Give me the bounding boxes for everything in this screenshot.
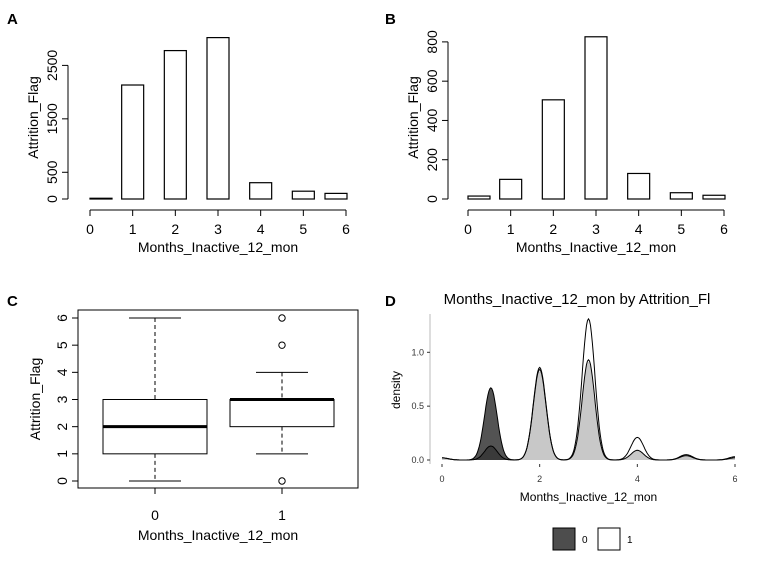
legend-swatch-0 xyxy=(552,527,576,551)
y-tick-label: 500 xyxy=(44,160,60,184)
bar-b-4 xyxy=(627,172,651,200)
x-tick-label: 6 xyxy=(342,221,350,237)
bar-a-1 xyxy=(121,84,145,200)
x-tick-label: 2 xyxy=(537,474,542,484)
bar-a-6 xyxy=(324,192,348,200)
x-tick-label: 4 xyxy=(635,474,640,484)
bar-b-0 xyxy=(467,195,491,200)
bar-b-6 xyxy=(702,194,726,200)
x-tick-label: 5 xyxy=(299,221,307,237)
box-1 xyxy=(229,399,335,428)
x-axis-title: Months_Inactive_12_mon xyxy=(520,490,657,504)
y-tick-label: 0.0 xyxy=(411,455,424,465)
y-tick-label: 200 xyxy=(424,148,440,172)
y-axis-title: Attrition_Flag xyxy=(405,76,421,158)
y-tick-label: 4 xyxy=(54,368,70,376)
x-axis-title: Months_Inactive_12_mon xyxy=(516,239,676,255)
y-tick-label: 600 xyxy=(424,69,440,93)
x-axis-title: Months_Inactive_12_mon xyxy=(138,527,298,543)
x-tick-label: 3 xyxy=(592,221,600,237)
density-line-series-0 xyxy=(441,359,736,461)
y-tick-label: 0 xyxy=(424,195,440,203)
bar-a-2 xyxy=(163,49,187,200)
panel-label-c: C xyxy=(7,293,18,310)
density-line-series-1 xyxy=(441,317,735,461)
y-tick-label: 6 xyxy=(54,314,70,322)
x-tick-label: 0 xyxy=(151,507,159,523)
y-tick-label: 800 xyxy=(424,30,440,54)
outlier-point xyxy=(278,477,286,485)
x-tick-label: 1 xyxy=(129,221,137,237)
y-tick-label: 2500 xyxy=(44,50,60,81)
bar-b-3 xyxy=(584,36,608,200)
x-tick-label: 5 xyxy=(677,221,685,237)
x-tick-label: 6 xyxy=(720,221,728,237)
outlier-point xyxy=(278,341,286,349)
panel-b-bar-chart: 0 1 2 3 4 5 6 0 200 400 600 800 Months_Inactive_12_m… xyxy=(405,30,728,255)
density-overlap-area xyxy=(442,361,735,460)
x-tick-label: 2 xyxy=(171,221,179,237)
y-tick-label: 5 xyxy=(54,341,70,349)
chart-title: Months_Inactive_12_mon by Attrition_Fl xyxy=(444,291,711,308)
x-tick-label: 0 xyxy=(86,221,94,237)
panel-label-a: A xyxy=(7,11,18,28)
y-tick-label: 0.5 xyxy=(411,401,424,411)
bar-a-4 xyxy=(249,182,273,200)
bar-a-3 xyxy=(206,37,230,200)
bar-b-2 xyxy=(541,99,565,200)
outlier-point xyxy=(278,314,286,322)
x-axis-title: Months_Inactive_12_mon xyxy=(138,239,298,255)
x-tick-label: 4 xyxy=(257,221,265,237)
bar-b-1 xyxy=(499,178,523,200)
panel-c-boxplot: 0 1 0 1 2 3 4 5 6 Months_Inactive_12_mon Attrition… xyxy=(27,309,359,543)
y-tick-label: 0 xyxy=(54,477,70,485)
y-tick-label: 0 xyxy=(44,195,60,203)
x-tick-label: 3 xyxy=(214,221,222,237)
x-tick-label: 2 xyxy=(549,221,557,237)
bar-b-5 xyxy=(669,192,693,200)
legend-swatch-1 xyxy=(597,527,621,551)
bar-a-5 xyxy=(291,190,315,200)
y-tick-label: 400 xyxy=(424,109,440,133)
y-tick-label: 1.0 xyxy=(411,347,424,357)
y-tick-label: 3 xyxy=(54,395,70,403)
y-tick-label: 1 xyxy=(54,450,70,458)
x-tick-label: 1 xyxy=(278,507,286,523)
y-axis-title: density xyxy=(389,371,403,409)
x-tick-label: 1 xyxy=(507,221,515,237)
x-tick-label: 4 xyxy=(635,221,643,237)
panel-label-b: B xyxy=(385,11,396,28)
y-axis-title: Attrition_Flag xyxy=(27,358,43,440)
x-tick-label: 6 xyxy=(732,474,737,484)
legend-label-1: 1 xyxy=(627,535,633,546)
y-tick-label: 1500 xyxy=(44,103,60,134)
x-tick-label: 0 xyxy=(464,221,472,237)
y-tick-label: 2 xyxy=(54,423,70,431)
bar-a-0 xyxy=(89,197,113,200)
panel-a-bar-chart: 0 1 2 3 4 5 6 0 500 1500 2500 Months_Inactive_12_mo… xyxy=(25,37,350,255)
legend-label-0: 0 xyxy=(582,535,588,546)
y-axis-title: Attrition_Flag xyxy=(25,76,41,158)
x-tick-label: 0 xyxy=(439,474,444,484)
panel-d-density-plot: 0 2 4 6 0.0 0.5 1.0 Months_Inactive_12_mon by A… xyxy=(389,291,738,551)
panel-label-d: D xyxy=(385,293,396,310)
